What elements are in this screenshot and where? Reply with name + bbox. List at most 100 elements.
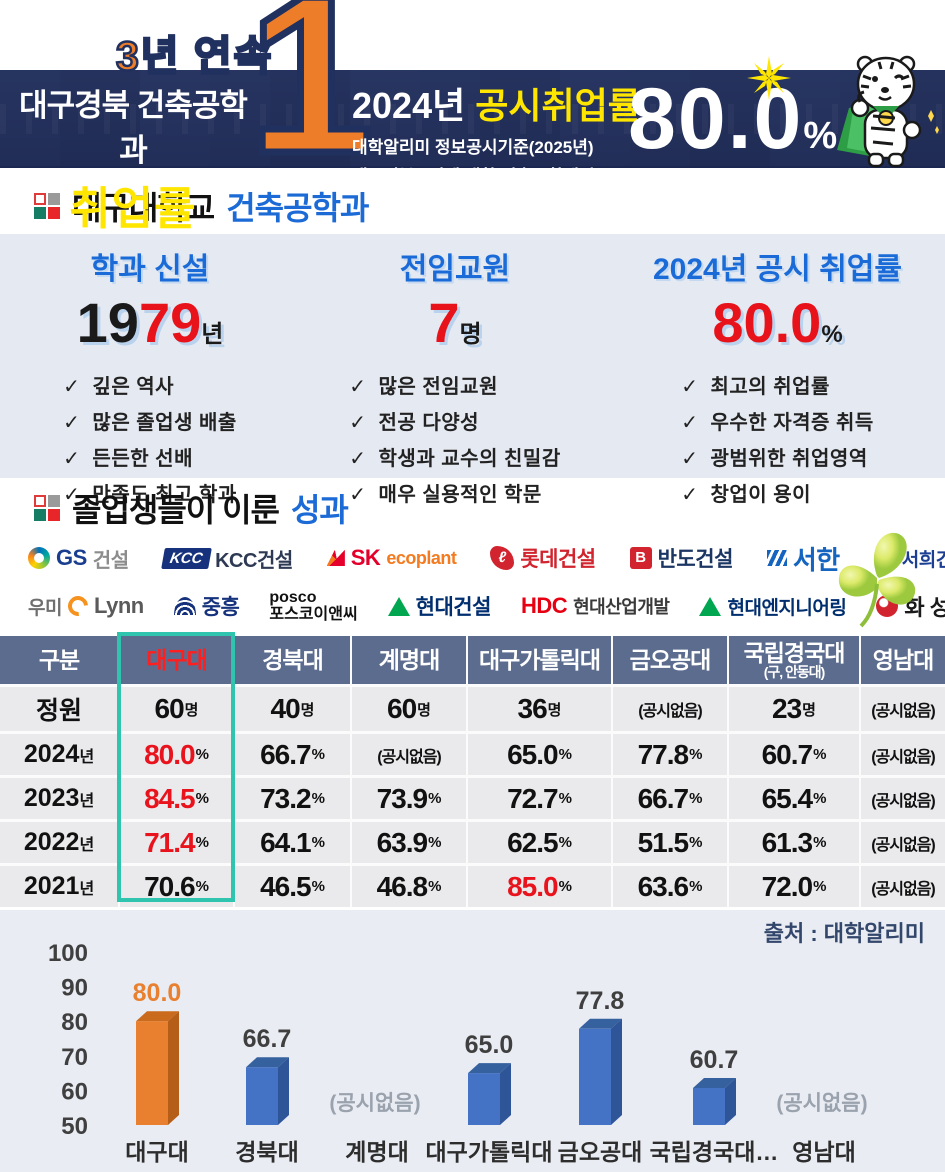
- card-feature-list: ✓ 많은 전임교원 ✓ 전공 다양성 ✓ 학생과 교수의 친밀감 ✓ 매우 실용적인 학문: [349, 363, 560, 514]
- bar-label-국립경국대…: 60.7: [690, 1046, 739, 1074]
- row-label-suffix: 년: [79, 837, 95, 854]
- card-heading: 전임교원: [399, 253, 511, 286]
- table-header-경북대: 경북대: [235, 636, 350, 684]
- table-cell: 73.9%: [352, 778, 466, 819]
- x-label-경북대: 경북대: [235, 1139, 298, 1165]
- row-label-text: 2022년: [23, 828, 95, 856]
- dept-card: 2024년 공시 취업률 80.0% ✓ 최고의 취업률 ✓ 우수한 자격증 취득 ✓ 광범위…: [610, 244, 945, 514]
- note-line-1: 대학알리미 정보공시기준(2025년): [352, 138, 594, 157]
- year-label: 2024년: [352, 85, 466, 126]
- y-tick-90: 90: [61, 975, 88, 1002]
- company-logo-KCC건설: KCC KCC건설: [160, 544, 293, 573]
- check-icon: ✓: [63, 484, 81, 506]
- cell-text: (공시없음): [871, 792, 936, 810]
- woomi-logo-icon: [63, 591, 93, 621]
- card-heading: 2024년 공시 취업률: [652, 253, 902, 286]
- card-value: 80.0%: [610, 290, 945, 355]
- cell-value: 23: [772, 693, 802, 724]
- feature-text: 많은 졸업생 배출: [92, 412, 237, 434]
- cell-value: 60: [387, 693, 417, 724]
- company-logo-우미린: 우미 Lynn: [28, 591, 144, 621]
- streak-badge: 3년 연속: [115, 32, 274, 81]
- x-label-국립경국대…: 국립경국대…: [650, 1139, 779, 1165]
- cell-value: 65.4: [761, 782, 813, 814]
- company-logo-SK에코플랜트: SK ecoplant: [326, 545, 457, 571]
- check-icon: ✓: [349, 412, 367, 434]
- cell-unit: %: [813, 834, 827, 851]
- bar-side-경북대: [278, 1057, 289, 1125]
- cell-unit: %: [428, 790, 442, 807]
- section-dept-title: 대구대학교 건축공학과: [34, 186, 945, 226]
- seohan-logo-icon: [766, 550, 787, 566]
- kcc-logo-icon: KCC: [160, 547, 211, 569]
- feature-item: ✓ 만족도 최고 학과: [63, 478, 237, 507]
- cell-value: 51.5: [637, 826, 689, 858]
- feature-text: 든든한 선배: [92, 448, 193, 470]
- bar-label-대구대: 80.0: [133, 979, 182, 1007]
- cell-unit: 명: [547, 701, 562, 719]
- bar-국립경국대…: [693, 1087, 725, 1125]
- cell-unit: %: [689, 790, 703, 807]
- x-label-영남대: 영남대: [792, 1139, 855, 1165]
- check-icon: ✓: [63, 376, 81, 398]
- cell-value: 72.7: [507, 782, 558, 814]
- header-text: 금오공대: [629, 647, 712, 673]
- check-icon: ✓: [681, 484, 699, 506]
- table-cell: 66.7%: [235, 734, 350, 775]
- cell-unit: %: [311, 790, 325, 807]
- feature-text: 창업이 용이: [710, 484, 812, 506]
- value-red: 79: [138, 291, 202, 354]
- feature-item: ✓ 든든한 선배: [63, 442, 237, 471]
- logo-row-2: 우미 Lynn 중흥 posco 포스코이앤씨 현대건설 HDC 현대산업개발 현대엔지니어링 화…: [28, 584, 945, 628]
- company-logo-GS건설: GS 건설: [28, 544, 129, 573]
- bar-top-대구대: [136, 1011, 179, 1022]
- metric2-label: 공시취업률: [475, 85, 641, 126]
- table-header-대구대: 대구대: [120, 636, 233, 684]
- cell-value: 85.0: [507, 870, 558, 902]
- feature-item: ✓ 창업이 용이: [681, 478, 874, 507]
- tri-logo-icon: [387, 596, 410, 616]
- table-cell: (공시없음): [352, 734, 466, 775]
- logo-text: 중흥: [201, 596, 240, 619]
- header-text: 계명대: [378, 647, 440, 673]
- cell-value: 40: [270, 693, 301, 724]
- table-cell: (공시없음): [861, 866, 945, 907]
- bar-label-경북대: 66.7: [243, 1025, 292, 1053]
- bar-대구가톨릭대: [468, 1073, 500, 1125]
- feature-text: 전공 다양성: [378, 412, 480, 434]
- cell-unit: %: [813, 878, 827, 895]
- cell-unit: 명: [184, 701, 199, 719]
- cell-value: 66.7: [260, 738, 311, 770]
- cell-unit: %: [428, 834, 442, 851]
- table-cell: 63.9%: [352, 822, 466, 863]
- row-label-suffix: 년: [79, 881, 95, 898]
- company-logo-현대건설: 현대건설: [387, 591, 492, 621]
- dept-panel: 학과 신설 1979년 ✓ 깊은 역사 ✓ 많은 졸업생 배출 ✓ 든든한 선배 ✓ 만족도 최고…: [0, 234, 945, 506]
- y-tick-100: 100: [48, 940, 88, 967]
- cell-value: 63.9: [376, 826, 428, 858]
- clover-graphic: [838, 532, 916, 628]
- table-cell: 72.7%: [468, 778, 611, 819]
- tiger-mascot: [837, 55, 939, 168]
- logo-text: 현대건설: [415, 596, 492, 619]
- table-cell: (공시없음): [861, 778, 945, 819]
- table-cell: 84.5%: [120, 778, 233, 819]
- row-label-text: 2023년: [23, 784, 95, 812]
- company-logo-서한: 서한: [766, 540, 840, 577]
- card-value: 1979년: [0, 290, 300, 355]
- results-title-main: 졸업생들이 이룬: [72, 492, 280, 528]
- bar-top-대구가톨릭대: [468, 1063, 511, 1074]
- bando-logo-icon: B: [629, 547, 652, 569]
- feature-item: ✓ 깊은 역사: [63, 370, 237, 399]
- logo-text: ecoplant: [386, 547, 457, 568]
- cell-unit: %: [558, 878, 572, 895]
- feature-item: ✓ 전공 다양성: [349, 406, 560, 435]
- cell-unit: %: [311, 878, 325, 895]
- table-cell: 64.1%: [235, 822, 350, 863]
- cell-text: (공시없음): [638, 703, 703, 720]
- table-cell: 70.6%: [120, 866, 233, 907]
- logo-text: 반도건설: [657, 548, 734, 571]
- logo-text: 현대산업개발: [573, 597, 670, 617]
- x-label-대구대: 대구대: [125, 1139, 188, 1165]
- cell-value: 65.0: [507, 738, 558, 770]
